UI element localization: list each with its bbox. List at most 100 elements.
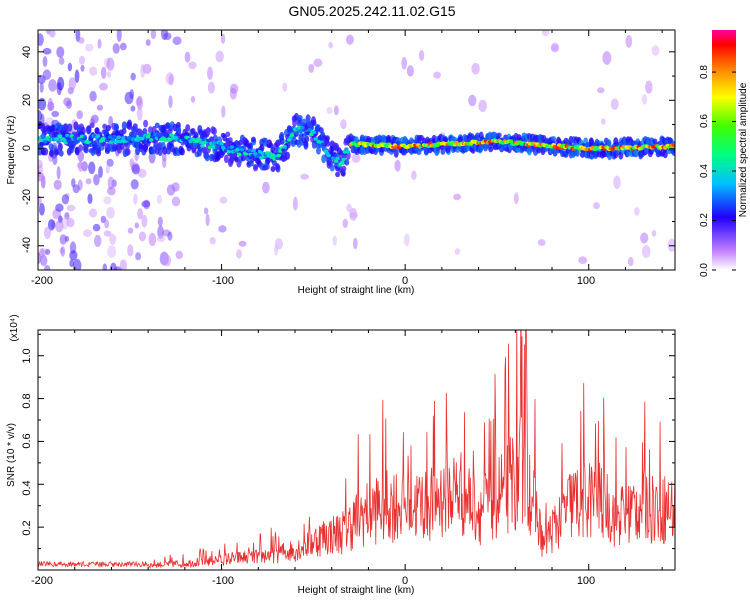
heatmap-cell bbox=[317, 144, 323, 149]
heatmap-cell bbox=[57, 134, 63, 138]
heatmap-cell bbox=[320, 142, 326, 147]
heatmap-cell bbox=[282, 82, 288, 92]
heatmap-cell bbox=[341, 157, 346, 162]
heatmap-cell bbox=[596, 87, 605, 94]
heatmap-cell bbox=[40, 134, 45, 138]
heatmap-cell bbox=[215, 145, 220, 150]
heatmap-cell bbox=[251, 148, 257, 153]
heatmap-cell bbox=[148, 138, 154, 142]
heatmap-cell bbox=[239, 147, 245, 152]
heatmap-cell bbox=[236, 249, 242, 259]
heatmap-cell bbox=[93, 234, 102, 248]
heatmap-cell bbox=[130, 105, 136, 112]
heatmap-cell bbox=[43, 140, 48, 144]
heatmap-cell bbox=[229, 83, 239, 94]
heatmap-cell bbox=[613, 175, 621, 189]
heatmap-cell bbox=[43, 264, 51, 270]
heatmap-cell bbox=[305, 114, 311, 123]
heatmap-y-tick-labels: 40 20 0 -20 -40 bbox=[21, 46, 33, 253]
heatmap-cell bbox=[667, 238, 675, 252]
heatmap-cell bbox=[176, 126, 182, 134]
heatmap-cell bbox=[121, 136, 126, 140]
heatmap-cell bbox=[141, 214, 148, 228]
heatmap-cell bbox=[335, 171, 341, 178]
heatmap-cell bbox=[143, 119, 149, 128]
heatmap-cell bbox=[43, 226, 52, 240]
heatmap-cell bbox=[119, 142, 125, 150]
heatmap-cell bbox=[74, 69, 80, 83]
heatmap-cell bbox=[268, 142, 274, 149]
heatmap-cell bbox=[78, 37, 85, 44]
heatmap-cell bbox=[67, 62, 73, 72]
heatmap-cell bbox=[276, 153, 281, 158]
heatmap-cell bbox=[250, 136, 256, 143]
heatmap-cell bbox=[204, 153, 210, 162]
heatmap-cell bbox=[326, 153, 331, 158]
heatmap-cell bbox=[104, 219, 110, 229]
heatmap-cell bbox=[85, 178, 92, 185]
heatmap-cell bbox=[478, 99, 488, 113]
heatmap-cell bbox=[652, 138, 658, 145]
colorbar-tick-label: 0.0 bbox=[699, 263, 710, 277]
heatmap-cell bbox=[192, 142, 198, 147]
heatmap-cell bbox=[537, 239, 546, 246]
colorbar-ticks bbox=[712, 71, 736, 271]
heatmap-cell bbox=[644, 80, 653, 94]
heatmap-cell bbox=[107, 176, 115, 190]
heatmap-cell bbox=[48, 143, 54, 151]
heatmap-cell bbox=[80, 64, 85, 72]
heatmap-cell bbox=[157, 225, 164, 239]
heatmap-x-tick-label: -100 bbox=[212, 275, 234, 287]
heatmap-cell bbox=[148, 232, 157, 247]
heatmap-x-tick-label: -200 bbox=[31, 275, 53, 287]
heatmap-cell bbox=[289, 133, 295, 137]
heatmap-cell bbox=[93, 173, 100, 186]
heatmap-cell bbox=[240, 155, 246, 162]
heatmap-cell bbox=[423, 147, 429, 156]
heatmap-cell bbox=[307, 128, 312, 132]
heatmap-cell bbox=[42, 48, 52, 55]
heatmap-cell bbox=[150, 30, 157, 40]
heatmap-cell bbox=[294, 131, 299, 135]
heatmap-cell bbox=[311, 130, 317, 135]
heatmap-cell bbox=[56, 166, 61, 180]
heatmap-cell bbox=[651, 45, 660, 56]
heatmap-cell bbox=[328, 41, 333, 49]
heatmap-cell bbox=[225, 131, 231, 138]
heatmap-cell bbox=[165, 133, 170, 138]
heatmap-cell bbox=[601, 118, 606, 125]
heatmap-cell bbox=[69, 250, 78, 261]
heatmap-cell bbox=[96, 134, 101, 138]
heatmap-cell bbox=[72, 184, 80, 194]
heatmap-cell bbox=[279, 131, 285, 140]
heatmap-cell bbox=[47, 97, 53, 111]
heatmap-cell bbox=[352, 237, 358, 250]
heatmap-cell bbox=[97, 38, 102, 49]
heatmap-cell bbox=[39, 82, 44, 93]
heatmap-cell bbox=[89, 122, 95, 129]
heatmap-y-tick-label: -20 bbox=[21, 189, 33, 205]
heatmap-cell bbox=[574, 150, 580, 157]
heatmap-cell bbox=[38, 203, 45, 216]
heatmap-cell bbox=[135, 252, 142, 261]
heatmap-cell bbox=[411, 170, 417, 181]
heatmap-cell bbox=[259, 144, 265, 152]
heatmap-cell bbox=[206, 138, 211, 143]
heatmap-cell bbox=[331, 156, 336, 160]
snr-x-tick-labels: -200 -100 0 100 bbox=[31, 575, 595, 587]
heatmap-cell bbox=[64, 235, 70, 242]
heatmap-cell bbox=[138, 231, 147, 242]
heatmap-cell bbox=[171, 196, 181, 207]
snr-series-line bbox=[38, 330, 675, 570]
heatmap-cell bbox=[403, 233, 410, 247]
heatmap-cell bbox=[51, 110, 60, 118]
heatmap-x-tick-labels: -200 -100 0 100 bbox=[31, 275, 595, 287]
heatmap-cell bbox=[90, 114, 99, 124]
heatmap-cell bbox=[211, 127, 217, 136]
heatmap-cell bbox=[182, 140, 188, 145]
heatmap-cell bbox=[80, 126, 86, 136]
heatmap-cell bbox=[282, 145, 287, 149]
heatmap-cell bbox=[275, 156, 280, 161]
heatmap-cell bbox=[49, 30, 56, 38]
